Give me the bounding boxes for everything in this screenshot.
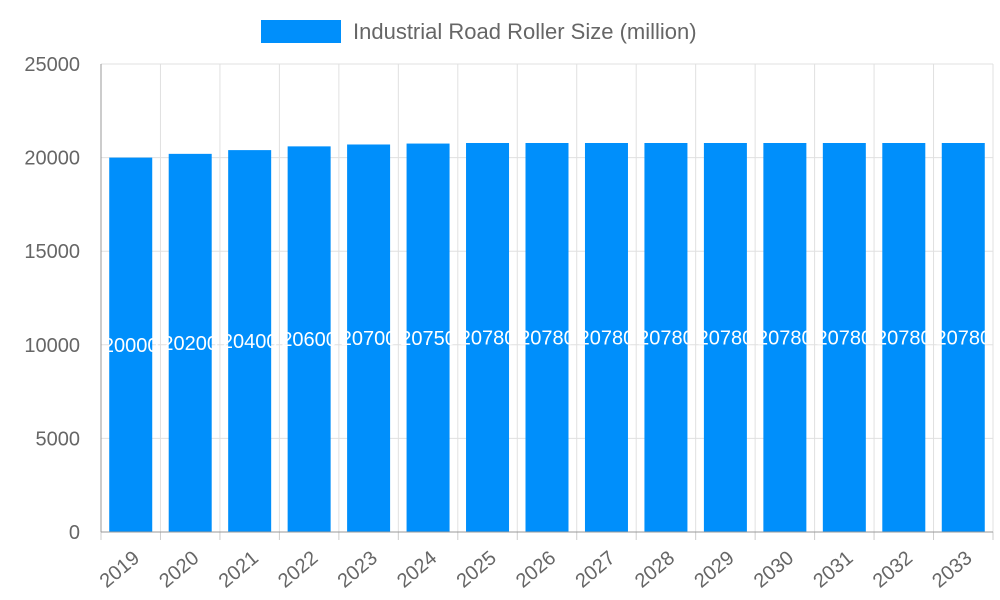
data-label: 20780 [757,327,813,349]
x-tick-label: 2030 [750,547,798,592]
x-tick-label: 2024 [393,547,441,592]
x-tick-label: 2028 [631,547,679,592]
y-tick-label: 15000 [24,241,80,263]
x-tick-label: 2027 [571,547,619,592]
data-label: 20780 [519,327,575,349]
bar [941,142,985,532]
data-label: 20780 [460,327,516,349]
data-label: 20780 [698,327,754,349]
bar [584,142,628,532]
data-label: 20780 [638,327,694,349]
data-labels: 20000 20200 20400 20600 20700 20750 20780 20780… [103,327,991,356]
bar [703,142,747,532]
bar [347,144,391,532]
data-label: 20600 [281,329,337,351]
y-tick-label: 25000 [24,54,80,76]
x-tick-label: 2023 [334,547,382,592]
x-tick-label: 2033 [928,547,976,592]
bars [109,142,985,533]
bar [228,150,272,532]
data-label: 20700 [341,328,397,350]
bar [644,142,688,532]
bar [763,142,807,532]
data-label: 20780 [817,327,873,349]
x-tick-label: 2029 [690,547,738,592]
y-tick-label: 20000 [24,148,80,170]
bar [406,143,450,532]
x-tick-label: 2031 [809,547,857,592]
data-label: 20200 [162,333,218,355]
legend[interactable]: Industrial Road Roller Size (million) [261,19,697,44]
x-tick-label: 2025 [453,547,501,592]
x-tick-label: 2022 [274,547,322,592]
legend-label: Industrial Road Roller Size (million) [353,19,697,44]
grid [100,63,994,533]
y-tick-label: 0 [69,522,80,544]
y-tick-label: 5000 [36,428,81,450]
x-tick-label: 2032 [869,547,917,592]
data-label: 20780 [876,327,932,349]
bar [525,142,569,532]
bar [822,142,866,532]
bar [882,142,926,532]
legend-swatch [261,20,341,43]
x-tick-label: 2020 [155,547,203,592]
data-label: 20000 [103,335,159,357]
bar [168,153,212,532]
data-label: 20780 [579,327,635,349]
x-tick-label: 2026 [512,547,560,592]
x-tick-label: 2019 [96,547,144,592]
data-label: 20780 [935,327,991,349]
data-label: 20750 [400,328,456,350]
bar [109,157,153,532]
x-tick-label: 2021 [215,547,263,592]
data-label: 20400 [222,331,278,353]
bar [466,142,510,532]
bar [287,146,331,533]
y-tick-label: 10000 [24,335,80,357]
